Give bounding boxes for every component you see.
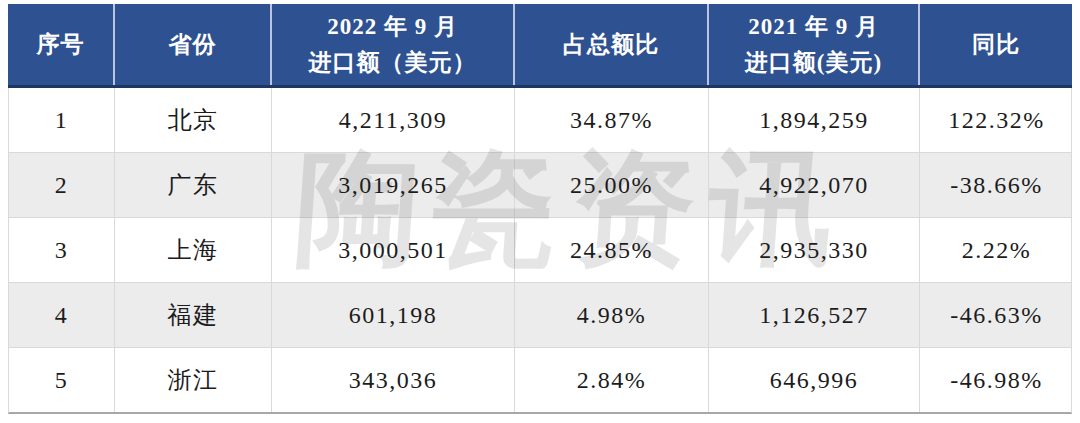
cell-share: 34.87% <box>514 88 708 152</box>
header-label-line2: 进口额（美元） <box>309 45 477 81</box>
header-cell-share: 占总额比 <box>513 4 707 85</box>
header-label: 占总额比 <box>563 27 659 63</box>
cell-share: 24.85% <box>514 218 708 282</box>
cell-import-2022: 601,198 <box>271 283 514 347</box>
cell-yoy: -46.63% <box>919 283 1073 347</box>
cell-province: 北京 <box>114 88 271 152</box>
cell-province: 浙江 <box>114 348 271 412</box>
cell-serial: 4 <box>9 283 114 347</box>
cell-import-2022: 343,036 <box>271 348 514 412</box>
cell-serial: 3 <box>9 218 114 282</box>
cell-import-2022: 3,019,265 <box>271 153 514 217</box>
table-row: 2 广东 3,019,265 25.00% 4,922,070 -38.66% <box>9 152 1071 217</box>
header-cell-yoy: 同比 <box>918 4 1072 85</box>
cell-serial: 2 <box>9 153 114 217</box>
cell-yoy: -38.66% <box>919 153 1073 217</box>
table-row: 5 浙江 343,036 2.84% 646,996 -46.98% <box>9 347 1071 412</box>
cell-province: 上海 <box>114 218 271 282</box>
cell-import-2021: 646,996 <box>708 348 919 412</box>
table-body: 1 北京 4,211,309 34.87% 1,894,259 122.32% … <box>8 88 1072 414</box>
cell-province: 广东 <box>114 153 271 217</box>
table-row: 4 福建 601,198 4.98% 1,126,527 -46.63% <box>9 282 1071 347</box>
table-header-row: 序号 省份 2022 年 9 月 进口额（美元） 占总额比 2021 年 9 月… <box>8 4 1072 88</box>
header-label: 序号 <box>37 27 85 63</box>
cell-serial: 1 <box>9 88 114 152</box>
cell-import-2021: 1,894,259 <box>708 88 919 152</box>
header-cell-serial: 序号 <box>8 4 113 85</box>
cell-import-2022: 3,000,501 <box>271 218 514 282</box>
header-label-line1: 2021 年 9 月 <box>748 9 879 45</box>
import-data-table: 序号 省份 2022 年 9 月 进口额（美元） 占总额比 2021 年 9 月… <box>8 4 1072 414</box>
cell-import-2022: 4,211,309 <box>271 88 514 152</box>
cell-yoy: 122.32% <box>919 88 1073 152</box>
table-row: 3 上海 3,000,501 24.85% 2,935,330 2.22% <box>9 217 1071 282</box>
table-row: 1 北京 4,211,309 34.87% 1,894,259 122.32% <box>9 88 1071 152</box>
cell-import-2021: 4,922,070 <box>708 153 919 217</box>
cell-serial: 5 <box>9 348 114 412</box>
cell-import-2021: 1,126,527 <box>708 283 919 347</box>
header-cell-import-2021: 2021 年 9 月 进口额(美元) <box>707 4 918 85</box>
cell-share: 4.98% <box>514 283 708 347</box>
cell-import-2021: 2,935,330 <box>708 218 919 282</box>
header-cell-province: 省份 <box>113 4 270 85</box>
header-label: 同比 <box>972 27 1020 63</box>
header-label: 省份 <box>169 27 217 63</box>
header-label-line1: 2022 年 9 月 <box>327 9 458 45</box>
cell-yoy: 2.22% <box>919 218 1073 282</box>
header-label-line2: 进口额(美元) <box>745 45 882 81</box>
cell-share: 2.84% <box>514 348 708 412</box>
header-cell-import-2022: 2022 年 9 月 进口额（美元） <box>270 4 513 85</box>
cell-yoy: -46.98% <box>919 348 1073 412</box>
cell-province: 福建 <box>114 283 271 347</box>
cell-share: 25.00% <box>514 153 708 217</box>
